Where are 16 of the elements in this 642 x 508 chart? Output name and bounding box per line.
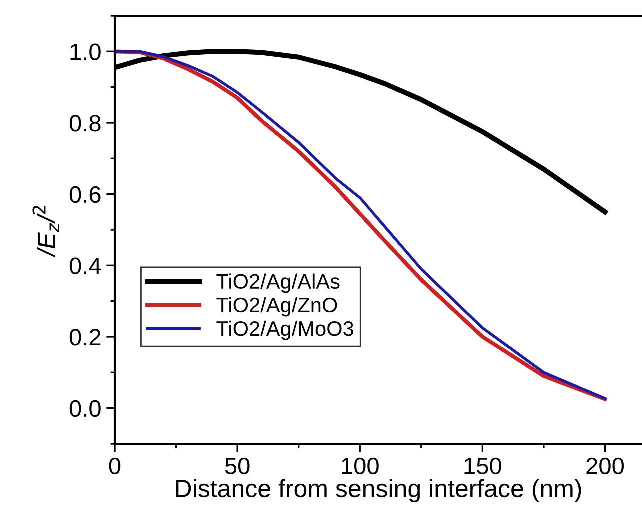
y-tick-label: 1.0 xyxy=(70,44,101,60)
legend-label: TiO2/Ag/ZnO xyxy=(216,297,338,317)
x-tick-label: 200 xyxy=(586,458,624,475)
y-tick-label: 0.2 xyxy=(70,329,101,346)
legend-label: TiO2/Ag/AlAs xyxy=(216,274,340,294)
x-tick-label: 0 xyxy=(109,458,121,475)
y-axis-title: /E$_{z}$/$^{2}$ xyxy=(32,206,60,258)
y-tick-label: 0.0 xyxy=(70,400,101,418)
y-tick-label: 0.4 xyxy=(70,258,102,274)
x-axis-title: Distance from sensing interface (nm) xyxy=(176,479,582,503)
legend-label: TiO2/Ag/MoO3 xyxy=(216,320,354,340)
y-tick-label: 0.8 xyxy=(70,115,101,132)
x-tick-label: 100 xyxy=(342,458,379,475)
y-tick-label: 0.6 xyxy=(70,186,101,204)
x-tick-label: 50 xyxy=(225,458,250,475)
x-tick-label: 150 xyxy=(464,458,502,475)
